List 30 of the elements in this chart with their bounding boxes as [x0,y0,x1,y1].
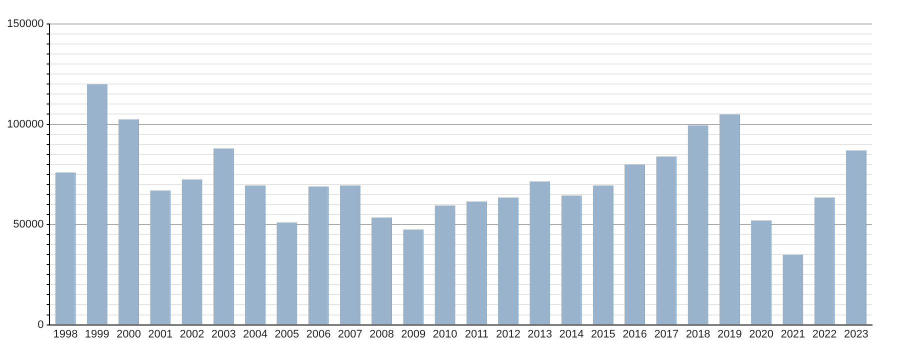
x-tick-label: 2017 [654,328,679,340]
y-tick-label: 150000 [6,18,44,30]
x-tick-label: 2003 [211,328,236,340]
x-tick-label: 2018 [686,328,710,340]
x-tick-label: 2004 [243,328,268,340]
x-tick-label: 1999 [84,328,110,340]
x-tick-label: 2002 [180,328,204,340]
x-tick-label: 1998 [53,328,78,340]
x-tick-label: 2001 [148,328,173,340]
x-tick-label: 2016 [622,328,648,340]
x-tick-label: 2019 [717,328,742,340]
x-tick-label: 2013 [528,328,552,340]
x-tick-label: 2021 [780,328,806,340]
y-tick-label: 50000 [13,218,44,231]
x-tick-label: 2000 [116,328,142,340]
x-tick-label: 2012 [496,328,521,340]
x-tick-label: 2010 [432,328,458,340]
y-tick-label: 0 [38,318,44,331]
x-tick-label: 2015 [590,328,616,340]
x-tick-label: 2007 [338,328,362,340]
x-tick-label: 2014 [559,328,584,340]
x-tick-label: 2023 [844,328,868,340]
x-tick-label: 2022 [812,328,837,340]
x-tick-label: 2011 [464,328,488,340]
y-tick-label: 100000 [6,118,44,130]
x-tick-label: 2020 [749,328,774,340]
x-tick-label: 2008 [370,328,394,340]
x-tick-label: 2005 [274,328,300,340]
x-tick-label: 2009 [401,328,426,340]
x-tick-label: 2006 [306,328,331,340]
